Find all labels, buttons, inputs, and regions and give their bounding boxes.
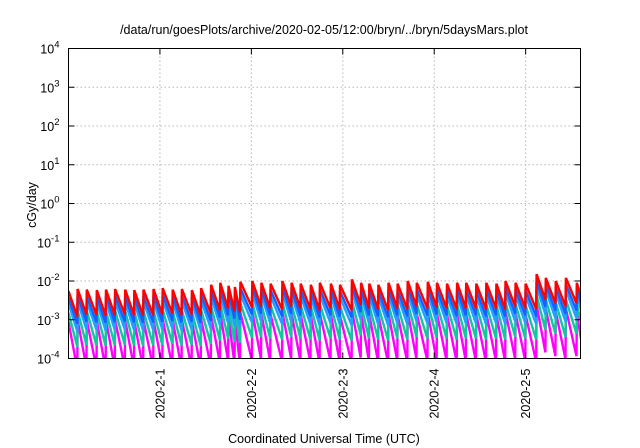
x-tick-label: 2020-2-4 (428, 368, 442, 418)
x-tick-label: 2020-2-5 (519, 368, 533, 418)
y-tick-label: 102 (40, 117, 59, 134)
y-tick-label: 10-2 (37, 272, 59, 289)
y-tick-label: 101 (40, 156, 59, 173)
y-tick-label: 100 (40, 195, 59, 212)
y-tick-label: 10-3 (37, 311, 59, 328)
x-axis: 2020-2-1 2020-2-2 2020-2-3 2020-2-4 2020-2-5 (153, 48, 533, 419)
y-tick-label: 103 (40, 78, 59, 95)
x-axis-label: Coordinated Universal Time (UTC) (228, 432, 420, 446)
y-tick-label: 10-4 (37, 350, 59, 367)
series-line-series-1 (68, 273, 581, 317)
y-axis: 104 103 102 101 100 10-1 10-2 10-3 10-4 (37, 40, 581, 367)
series-layer (68, 273, 581, 359)
x-tick-label: 2020-2-2 (245, 368, 259, 418)
chart-title: /data/run/goesPlots/archive/2020-02-05/1… (120, 23, 528, 37)
y-axis-label: cGy/day (25, 181, 39, 228)
y-tick-label: 10-1 (37, 233, 59, 250)
x-tick-label: 2020-2-3 (336, 368, 350, 418)
x-tick-label: 2020-2-1 (153, 368, 167, 418)
y-tick-label: 104 (40, 40, 59, 57)
